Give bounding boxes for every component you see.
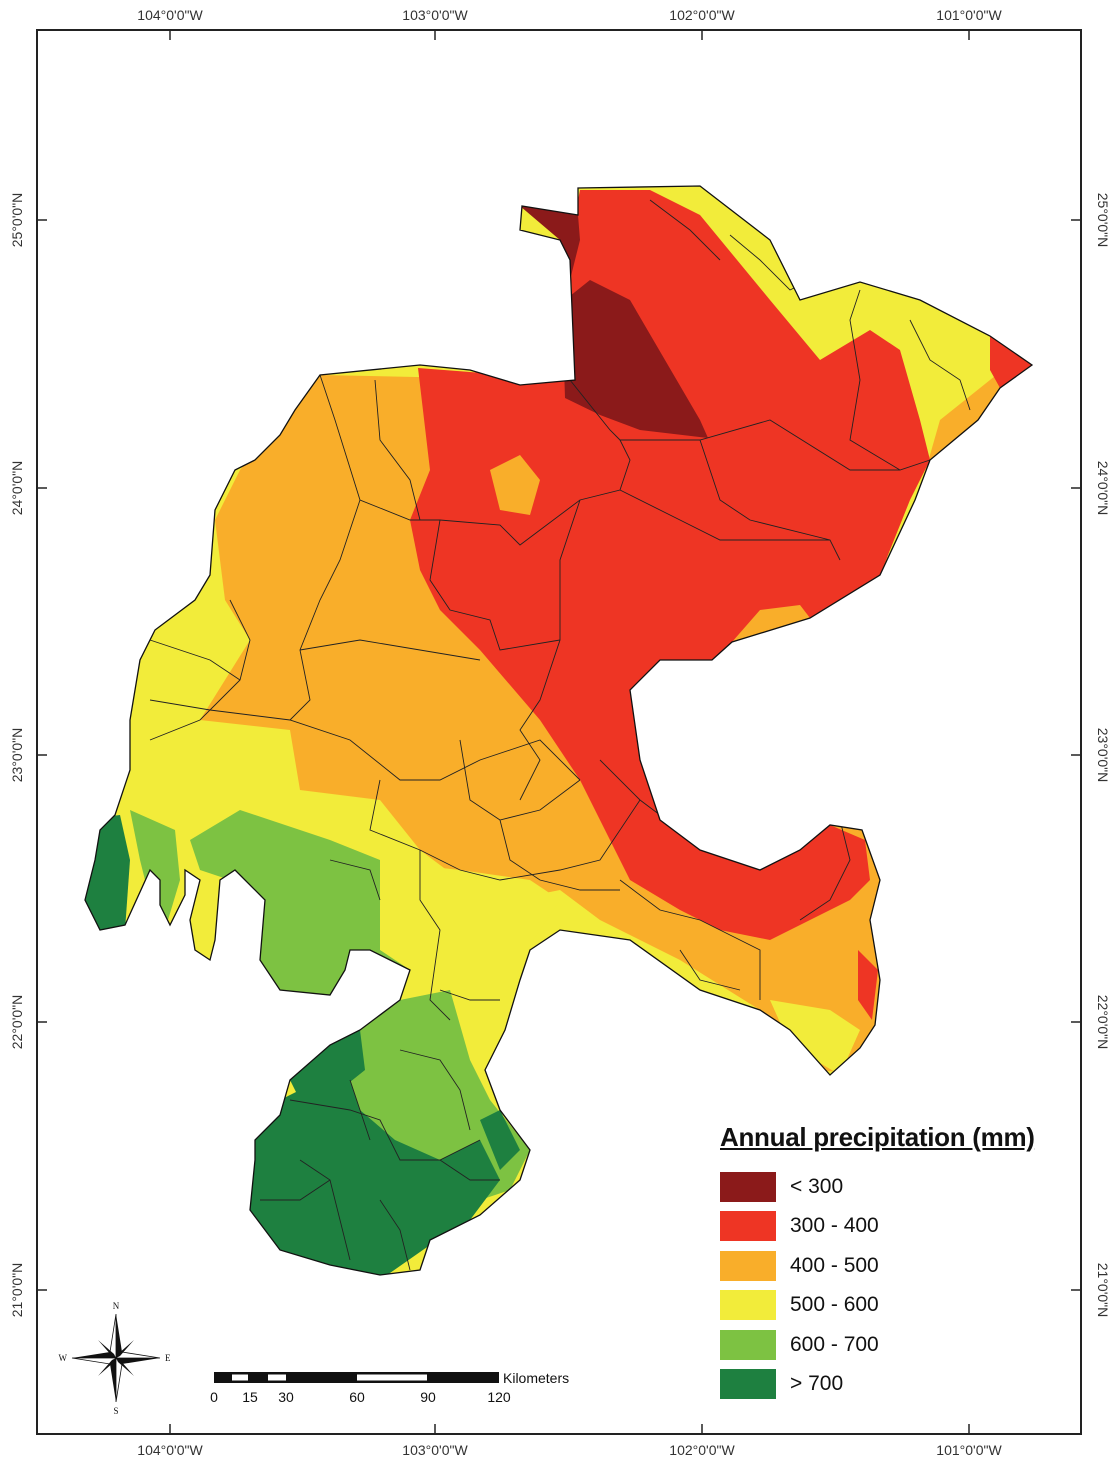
- legend-swatch: [720, 1171, 776, 1202]
- legend-swatch: [720, 1250, 776, 1281]
- scale-bar-segment-1: [232, 1374, 248, 1381]
- zone-over-700-south: [240, 1080, 500, 1275]
- compass-s-label: S: [113, 1406, 118, 1416]
- lon-label-bottom-101: 101°0'0"W: [936, 1442, 1002, 1458]
- scale-bar-body: [214, 1372, 499, 1383]
- legend-item: 300 - 400: [720, 1207, 1065, 1247]
- scale-bar-segment-3: [357, 1374, 427, 1381]
- zone-300-400-se: [858, 950, 878, 1020]
- zone-400-500-edge: [732, 605, 810, 642]
- lat-label-left-24: 24°0'0"N: [9, 461, 25, 516]
- legend-item: 400 - 500: [720, 1246, 1065, 1286]
- legend-label: 500 - 600: [790, 1293, 879, 1317]
- zone-500-600-south: [370, 860, 560, 1090]
- lon-label-bottom-103: 103°0'0"W: [402, 1442, 468, 1458]
- lat-label-left-22: 22°0'0"N: [9, 995, 25, 1050]
- legend-item: 600 - 700: [720, 1325, 1065, 1365]
- scale-tick-60: 60: [349, 1389, 365, 1405]
- legend-item: < 300: [720, 1167, 1065, 1207]
- zone-400-500-island: [490, 455, 540, 515]
- graticule-ticks: [37, 30, 1081, 1434]
- lon-label-top-102: 102°0'0"W: [669, 7, 735, 23]
- lon-label-bottom-104: 104°0'0"W: [137, 1442, 203, 1458]
- scale-bar-unit: Kilometers: [503, 1370, 569, 1386]
- lat-label-right-25: 25°0'0"N: [1095, 193, 1111, 248]
- lat-label-left-23: 23°0'0"N: [9, 728, 25, 783]
- scale-bar: Kilometers 0 15 30 60 90 120: [210, 1370, 569, 1405]
- scale-tick-90: 90: [420, 1389, 436, 1405]
- legend-label: 600 - 700: [790, 1332, 879, 1356]
- legend-item: 500 - 600: [720, 1286, 1065, 1326]
- lat-label-right-21: 21°0'0"N: [1095, 1263, 1111, 1318]
- scale-tick-120: 120: [487, 1389, 511, 1405]
- zone-600-700-west: [130, 810, 180, 930]
- municipal-boundaries: [149, 199, 971, 1271]
- legend-label: 400 - 500: [790, 1253, 879, 1277]
- lon-label-bottom-102: 102°0'0"W: [669, 1442, 735, 1458]
- legend-label: > 700: [790, 1372, 844, 1396]
- legend-label: 300 - 400: [790, 1214, 879, 1238]
- compass-n-label: N: [113, 1301, 120, 1311]
- legend-swatch: [720, 1369, 776, 1400]
- legend-swatch: [720, 1211, 776, 1242]
- zone-over-700-south-north: [290, 1030, 365, 1100]
- legend: Annual precipitation (mm) < 300 300 - 40…: [720, 1122, 1065, 1404]
- legend-swatch: [720, 1290, 776, 1321]
- lon-label-top-104: 104°0'0"W: [137, 7, 203, 23]
- zone-over-700-east-patch: [480, 1110, 520, 1170]
- state-outline: [84, 185, 1034, 1276]
- compass-w-label: W: [59, 1353, 68, 1363]
- lat-label-right-24: 24°0'0"N: [1095, 461, 1111, 516]
- scale-bar-segment-2: [268, 1374, 286, 1381]
- legend-title: Annual precipitation (mm): [720, 1122, 1035, 1152]
- lon-label-top-103: 103°0'0"W: [402, 7, 468, 23]
- lat-label-left-21: 21°0'0"N: [9, 1263, 25, 1318]
- legend-label: < 300: [790, 1174, 844, 1198]
- compass-rose-icon: N S E W: [59, 1301, 172, 1416]
- legend-swatch: [720, 1329, 776, 1360]
- lat-label-right-22: 22°0'0"N: [1095, 995, 1111, 1050]
- zone-500-600-east: [770, 1000, 860, 1075]
- legend-items: < 300 300 - 400 400 - 500 500 - 600 600 …: [720, 1167, 1065, 1404]
- lon-label-top-101: 101°0'0"W: [936, 7, 1002, 23]
- scale-tick-30: 30: [278, 1389, 294, 1405]
- lat-label-left-25: 25°0'0"N: [9, 193, 25, 248]
- zone-300-400-ne: [990, 336, 1032, 388]
- lat-label-right-23: 23°0'0"N: [1095, 728, 1111, 783]
- scale-tick-15: 15: [242, 1389, 258, 1405]
- scale-tick-0: 0: [210, 1389, 218, 1405]
- legend-item: > 700: [720, 1365, 1065, 1405]
- compass-e-label: E: [165, 1353, 171, 1363]
